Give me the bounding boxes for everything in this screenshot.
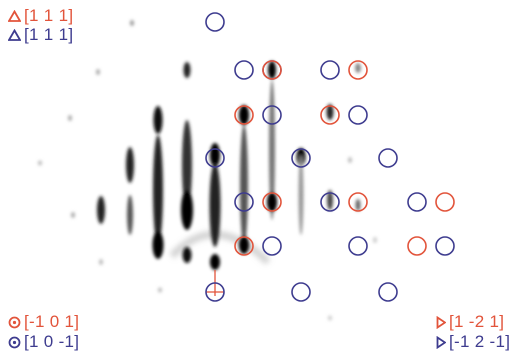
orange-circle: [234, 105, 254, 125]
legend-bottom-right-red: [1 -2 1]: [436, 312, 504, 332]
blue-circle: [262, 236, 282, 256]
legend-top-red: [1 1 1]: [8, 6, 73, 26]
faint-reflections: [38, 20, 377, 321]
blue-circle: [378, 148, 398, 168]
triangle-right-icon: [436, 315, 446, 329]
blue-circle: [378, 282, 398, 302]
triangle-right-icon: [436, 335, 446, 349]
blue-circle: [205, 12, 225, 32]
legend-label: [1 -2 1]: [449, 312, 505, 331]
legend-bottom-left-blue: [1 0 -1]: [8, 332, 79, 352]
blue-circle: [348, 105, 368, 125]
orange-circle: [262, 60, 282, 80]
orange-circle: [435, 192, 455, 212]
blue-circle: [262, 105, 282, 125]
blue-circles: [205, 12, 455, 302]
dotted-circle-icon: [8, 336, 21, 348]
orange-circle: [262, 192, 282, 212]
blue-circle: [234, 60, 254, 80]
orange-circle: [320, 105, 340, 125]
blue-circle: [291, 282, 311, 302]
blue-circle: [205, 148, 225, 168]
legend-label: [1 0 -1]: [24, 332, 80, 351]
legend-bottom-left-red: [-1 0 1]: [8, 312, 79, 332]
blue-circle: [407, 192, 427, 212]
blue-circle: [291, 148, 311, 168]
blue-circle: [320, 60, 340, 80]
triangle-up-icon: [8, 29, 21, 41]
legend-label: [-1 2 -1]: [449, 332, 511, 351]
blue-circle: [205, 282, 225, 302]
streaks: [97, 61, 361, 270]
blue-circle: [234, 192, 254, 212]
blue-circle: [348, 236, 368, 256]
blue-circle: [435, 236, 455, 256]
orange-circles: [234, 60, 455, 256]
orange-circle: [407, 236, 427, 256]
legend-bottom-right-blue: [-1 2 -1]: [436, 332, 510, 352]
orange-circle: [234, 236, 254, 256]
legend-label: [-1 0 1]: [24, 312, 80, 331]
orange-circle: [348, 192, 368, 212]
triangle-up-icon: [8, 10, 21, 22]
orange-circle: [348, 60, 368, 80]
legend-top-blue: [1 1 1]: [8, 25, 73, 45]
dotted-circle-icon: [8, 316, 21, 328]
legend-label: [1 1 1]: [24, 25, 74, 44]
blue-circle: [320, 192, 340, 212]
legend-label: [1 1 1]: [24, 6, 74, 25]
